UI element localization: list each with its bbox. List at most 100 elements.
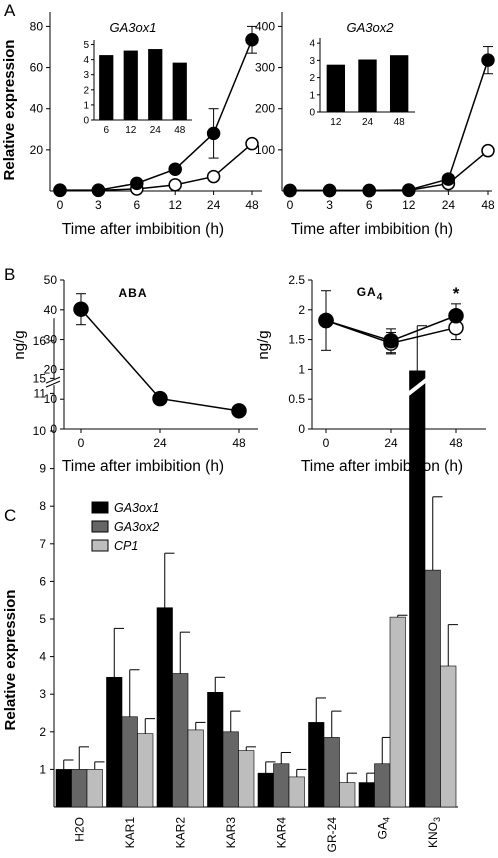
plot-area-ga4: 0 0.5 1 1.5 2 2.5 0 24 48 * bbox=[288, 273, 486, 450]
bar-ga3ox1-ga4 bbox=[358, 782, 375, 808]
inset-y-tick-label: 3 bbox=[309, 56, 315, 67]
y-tick-label: 8 bbox=[39, 499, 46, 513]
y-tick-label: 9 bbox=[39, 462, 46, 476]
data-point-open bbox=[481, 143, 495, 158]
inset-y-tick-label: 0 bbox=[83, 116, 89, 127]
bar-cp1-h2o bbox=[86, 769, 103, 808]
bar-cp1-gr-24 bbox=[339, 782, 356, 808]
axis-break-mark bbox=[45, 380, 61, 388]
x-axis-title-b-left: Time after imbibition (h) bbox=[62, 458, 224, 475]
y-tick-label: 200 bbox=[255, 102, 275, 116]
inset-x-tick-label: 24 bbox=[150, 125, 162, 136]
inset-bar bbox=[326, 64, 346, 112]
significance-asterisk: * bbox=[453, 284, 460, 303]
inset-x-tick-label: 48 bbox=[394, 117, 406, 128]
x-axis-title-b-right: Time after imbibition (h) bbox=[301, 458, 463, 475]
y-tick-label: 4 bbox=[39, 650, 46, 664]
bar-cp1-kar2 bbox=[187, 729, 204, 808]
x-tick-label-kar4: KAR4 bbox=[274, 817, 288, 849]
legend: GA3ox1 GA3ox2 CP1 bbox=[91, 501, 159, 553]
y-tick-label: 6 bbox=[39, 574, 46, 588]
bar-break-stripe bbox=[407, 376, 428, 398]
x-tick-label: 12 bbox=[402, 198, 416, 212]
y-tick-label: 40 bbox=[44, 303, 58, 317]
x-tick-label: 48 bbox=[232, 436, 246, 450]
bar-ga3ox1-kar1 bbox=[106, 676, 123, 808]
y-axis-title-ng-g-left: ng/g bbox=[11, 330, 28, 359]
panel-label-a: A bbox=[4, 1, 16, 20]
axis-break-gap bbox=[48, 379, 60, 386]
x-tick-label: 0 bbox=[57, 198, 64, 212]
data-point-filled bbox=[402, 183, 416, 197]
x-tick-label-gr-24: GR-24 bbox=[325, 817, 339, 853]
inset-x-tick-label: 12 bbox=[125, 125, 137, 136]
y-tick-label: 10 bbox=[33, 424, 47, 438]
legend-swatch-cp1 bbox=[91, 539, 109, 552]
legend-label-ga3ox1: GA3ox1 bbox=[114, 501, 159, 515]
y-tick-label: 80 bbox=[30, 19, 44, 33]
x-tick-label-kar3: KAR3 bbox=[224, 817, 238, 849]
data-point-filled bbox=[130, 176, 144, 191]
data-point-filled bbox=[322, 183, 337, 198]
bar-ga3ox2-kno3 bbox=[424, 569, 441, 808]
y-tick-label: 16 bbox=[33, 334, 47, 348]
bar-cp1-ga4 bbox=[389, 616, 406, 808]
bar-ga3ox2-kar3 bbox=[222, 731, 239, 808]
y-tick-label: 0.5 bbox=[288, 392, 305, 406]
bar-ga3ox2-kar2 bbox=[172, 673, 189, 808]
x-axis-title-a-left: Time after imbibition (h) bbox=[62, 221, 224, 238]
inset-y-tick-label: 0 bbox=[309, 108, 315, 119]
bar-ga3ox1-gr-24 bbox=[308, 722, 325, 808]
x-tick-label: 24 bbox=[384, 436, 398, 450]
data-point-open bbox=[245, 136, 259, 151]
x-tick-label-kar2: KAR2 bbox=[173, 817, 187, 849]
y-tick-label: 50 bbox=[44, 273, 58, 287]
y-tick-label: 60 bbox=[30, 61, 44, 75]
y-tick-label: 1.5 bbox=[288, 333, 305, 347]
y-tick-label: 0 bbox=[298, 422, 305, 436]
y-tick-label: 100 bbox=[255, 143, 275, 157]
inset-bar bbox=[358, 59, 377, 112]
panel-label-b: B bbox=[4, 265, 15, 284]
inset-bar bbox=[389, 55, 409, 112]
inset-y-tick-label: 1 bbox=[309, 90, 315, 101]
y-tick-label: 400 bbox=[255, 19, 275, 33]
chart-title-ga4: GA4 bbox=[357, 285, 384, 303]
data-point-filled bbox=[441, 172, 456, 186]
inset-bar bbox=[172, 62, 187, 120]
x-tick-label-kar1: KAR1 bbox=[123, 817, 137, 849]
chart-title-aba: ABA bbox=[119, 286, 148, 300]
y-tick-label: 2 bbox=[298, 303, 305, 317]
data-point-filled bbox=[481, 53, 495, 67]
y-tick-label: 300 bbox=[255, 61, 275, 75]
x-tick-label: 3 bbox=[95, 198, 102, 212]
y-axis-title-ng-g-right: ng/g bbox=[255, 330, 272, 359]
inset-y-tick-label: 4 bbox=[309, 39, 315, 50]
x-tick-label: 0 bbox=[287, 198, 294, 212]
y-tick-label: 1 bbox=[39, 762, 46, 776]
bar-cp1-kar1 bbox=[137, 733, 154, 808]
bar-ga3ox1-kno3 bbox=[409, 370, 426, 808]
data-point-filled bbox=[245, 33, 259, 47]
data-point-filled bbox=[73, 301, 89, 317]
x-tick-label: 48 bbox=[245, 198, 259, 212]
axis-break-mark bbox=[45, 376, 61, 384]
bar-ga3ox2-h2o bbox=[71, 769, 88, 808]
y-tick-label: 7 bbox=[39, 537, 46, 551]
bar-ga3ox1-kar2 bbox=[156, 607, 173, 808]
legend-label-ga3ox2: GA3ox2 bbox=[114, 520, 159, 534]
legend-swatch-ga3ox1 bbox=[91, 501, 109, 514]
y-axis-title-relative-expression-c: Relative expression bbox=[2, 590, 19, 731]
y-tick-label: 40 bbox=[30, 102, 44, 116]
bar-ga3ox2-kar4 bbox=[273, 763, 290, 808]
x-tick-label: 6 bbox=[133, 198, 140, 212]
y-tick-label: 2.5 bbox=[288, 273, 305, 287]
inset-y-tick-label: 5 bbox=[83, 40, 89, 51]
x-tick-label: 48 bbox=[481, 198, 495, 212]
x-tick-label-kno3: KNO3 bbox=[426, 817, 442, 848]
